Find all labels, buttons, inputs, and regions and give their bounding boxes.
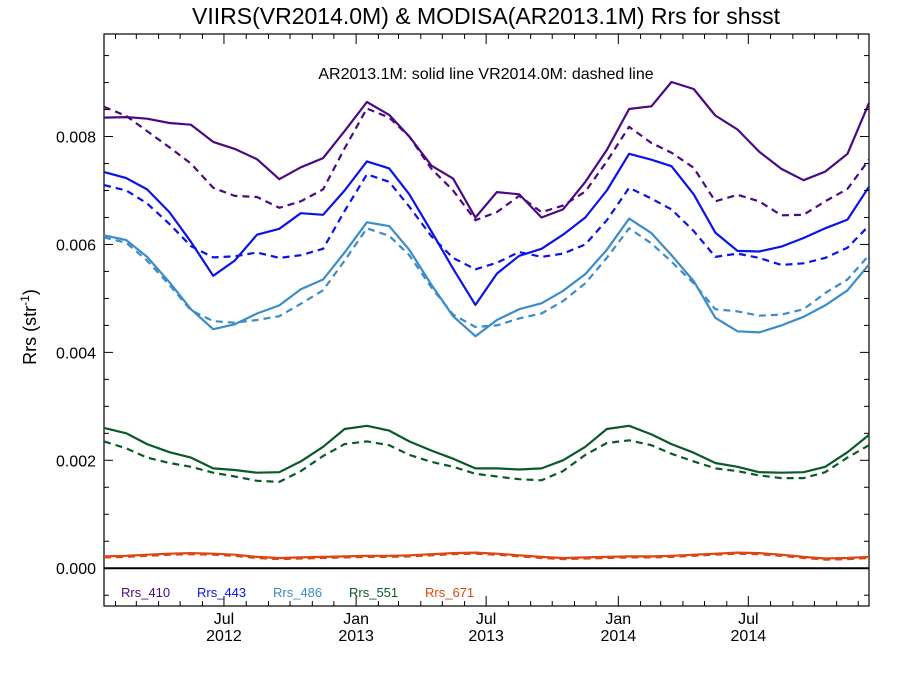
x-tick-label-year: 2012	[206, 628, 242, 645]
x-tick-label-month: Jul	[476, 611, 496, 628]
axis-ticks: 0.0000.0020.0040.0060.008Jul2012Jan2013J…	[56, 34, 869, 645]
legend-label-rrs-551: Rrs_551	[349, 585, 398, 600]
x-tick-label-month: Jul	[214, 611, 234, 628]
legend-label-rrs-410: Rrs_410	[121, 585, 170, 600]
series-line-rrs-443-dashed	[103, 173, 870, 271]
x-tick-label-year: 2013	[338, 628, 374, 645]
y-axis-title-superscript: -1	[18, 295, 32, 306]
plot-frame	[103, 33, 870, 607]
line-style-annotation: AR2013.1M: solid line VR2014.0M: dashed …	[318, 66, 653, 83]
series-line-rrs-410-dashed	[103, 105, 870, 222]
x-tick-label-year: 2014	[731, 628, 767, 645]
legend-label-rrs-443: Rrs_443	[197, 585, 246, 600]
legend: Rrs_410 Rrs_443 Rrs_486 Rrs_551 Rrs_671	[121, 585, 474, 600]
series-line-rrs-486-solid	[103, 217, 870, 338]
y-tick-label: 0.000	[56, 561, 96, 578]
y-tick-label: 0.008	[56, 130, 96, 147]
legend-label-rrs-486: Rrs_486	[273, 585, 322, 600]
series-layer	[103, 80, 871, 561]
series-line-rrs-410-solid	[103, 80, 871, 219]
x-tick-label-year: 2014	[601, 628, 637, 645]
x-tick-label-month: Jan	[605, 611, 631, 628]
x-tick-label-year: 2013	[468, 628, 504, 645]
legend-label-rrs-671: Rrs_671	[425, 585, 474, 600]
y-axis-title: Rrs (str-1)	[18, 289, 40, 365]
series-line-rrs-551-solid	[103, 424, 870, 474]
series-line-rrs-443-solid	[103, 152, 870, 306]
series-line-rrs-551-dashed	[103, 439, 870, 483]
chart-title: VIIRS(VR2014.0M) & MODISA(AR2013.1M) Rrs…	[192, 3, 781, 29]
series-line-rrs-671-dashed	[103, 552, 870, 561]
x-tick-label-month: Jul	[738, 611, 758, 628]
y-axis-title-main: Rrs (str	[20, 306, 40, 365]
y-axis-title-suffix: )	[20, 289, 40, 295]
series-line-rrs-486-dashed	[103, 227, 870, 329]
y-tick-label: 0.002	[56, 453, 96, 470]
plot-border	[103, 33, 870, 607]
y-tick-label: 0.006	[56, 237, 96, 254]
y-tick-label: 0.004	[56, 345, 96, 362]
x-tick-label-month: Jan	[343, 611, 369, 628]
